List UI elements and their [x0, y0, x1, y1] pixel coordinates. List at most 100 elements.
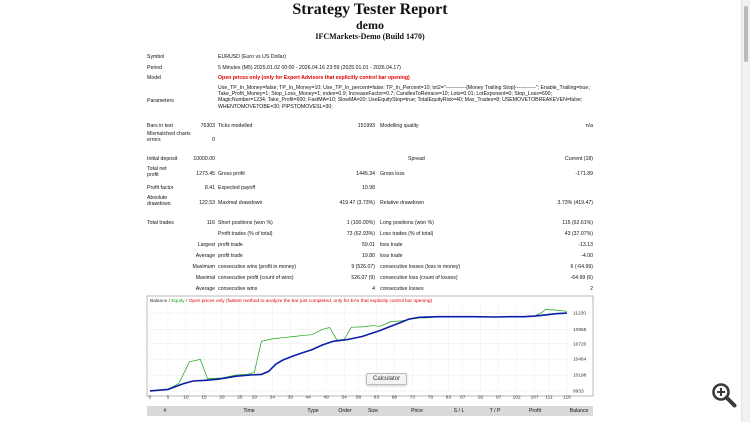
largest-loss-label: loss trade — [380, 242, 403, 248]
maximal-loss-label: consecutive loss (count of losses) — [380, 275, 458, 281]
symbol-value: EURUSD (Euro vs US Dollar) — [218, 54, 287, 60]
average-consecutive-label: Average — [195, 286, 215, 292]
maxdd-label: Maximal drawdown — [218, 200, 263, 206]
y-tick-label: 10720 — [573, 341, 587, 347]
maximal-loss-value: -64.99 (6) — [570, 275, 594, 281]
report-subtitle: demo — [356, 18, 384, 32]
ltrades-label: Loss trades (% of total) — [380, 231, 434, 237]
report-server: IFCMarkets-Demo (Build 1470) — [315, 32, 425, 41]
maximal-profit-value: 526.07 (9) — [351, 275, 375, 281]
reldd-label: Relative drawdown — [380, 200, 424, 206]
ltrades-value: 43 (37.07%) — [564, 231, 593, 237]
x-tick-label: 29 — [252, 395, 258, 401]
trades-label: Total trades — [147, 220, 174, 226]
average-label: Average — [195, 253, 215, 259]
period-value: 5 Minutes (M5) 2025.01.02 00:00 - 2026.0… — [218, 65, 401, 71]
chart-grid — [149, 305, 568, 392]
maxdd-value: 419.47 (3.73%) — [339, 200, 375, 206]
maximum-label: Maximum — [192, 264, 215, 270]
symbol-label: Symbol — [147, 54, 165, 60]
zoom-in-icon[interactable] — [710, 381, 738, 409]
absdd-value: 122.53 — [199, 200, 215, 206]
x-tick-label: 58 — [356, 395, 362, 401]
maximal-profit-label: consecutive profit (count of wins) — [218, 275, 294, 281]
max-wins-value: 9 (526.07) — [351, 264, 375, 270]
x-tick-label: 34 — [270, 395, 276, 401]
calculator-tooltip: Calculator — [366, 373, 408, 385]
x-tick-label: 49 — [323, 395, 329, 401]
x-tick-label: 39 — [288, 395, 294, 401]
y-tick-label: 11230 — [573, 311, 586, 317]
x-tick-label: 78 — [428, 395, 434, 401]
chart-legend: Balance / Equity / Open prices only (fas… — [150, 298, 433, 304]
col-sl[interactable]: S / L — [453, 408, 465, 414]
ptrades-value: 73 (62.93%) — [346, 231, 375, 237]
params-label: Parameters — [147, 98, 174, 104]
pf-label: Profit factor — [147, 185, 174, 191]
spread-label: Spread — [408, 156, 425, 162]
col-time[interactable]: Time — [243, 408, 255, 414]
x-tick-label: 111 — [545, 395, 553, 401]
payoff-value: 10.98 — [362, 185, 375, 191]
col-size[interactable]: Size — [367, 408, 379, 414]
period-label: Period — [147, 65, 162, 71]
chart-y-ticks: 11230 10955 10720 10464 10198 9933 — [573, 311, 587, 395]
mismatch-label: Mismatched charts errors — [147, 131, 191, 144]
params-value: Use_TP_In_Money=false; TP_In_Money=10; U… — [218, 85, 590, 110]
ticks-value: 151993 — [357, 123, 375, 129]
long-label: Long positions (won %) — [380, 220, 434, 226]
spread-value: Current (18) — [565, 156, 593, 162]
largest-profit-label: profit trade — [218, 242, 243, 248]
col-number[interactable]: # — [163, 408, 167, 414]
col-type[interactable]: Type — [307, 408, 319, 414]
col-order[interactable]: Order — [338, 408, 352, 414]
short-label: Short positions (won %) — [218, 220, 273, 226]
legend-equity: Equity — [171, 298, 185, 304]
quality-value: n/a — [585, 123, 593, 129]
scrollbar-thumb[interactable] — [744, 6, 748, 62]
reldd-value: 3.73% (419.47) — [557, 200, 593, 206]
deposit-label: Initial deposit — [147, 156, 178, 162]
col-tp[interactable]: T / P — [489, 408, 501, 414]
col-balance[interactable]: Balance — [569, 408, 589, 414]
y-tick-label: 10955 — [573, 327, 587, 333]
bars-value: 76303 — [200, 123, 215, 129]
avg-consec-wins-label: consecutive wins — [218, 286, 258, 292]
y-tick-label: 10464 — [573, 357, 587, 363]
average-loss-value: -4.00 — [581, 253, 593, 259]
chart-x-ticks: 0 5 10 15 20 25 29 34 39 44 49 54 58 63 68 73 78 83 87 92 97… — [149, 395, 571, 401]
x-tick-label: 15 — [201, 395, 207, 401]
grossloss-value: -171.89 — [575, 171, 593, 177]
x-tick-label: 44 — [306, 395, 312, 401]
col-price[interactable]: Price — [411, 408, 423, 414]
balance-series-line — [149, 312, 568, 392]
x-tick-label: 83 — [446, 395, 452, 401]
largest-label: Largest — [197, 242, 215, 248]
absdd-label: Absolute drawdown — [147, 195, 171, 208]
x-tick-label: 97 — [496, 395, 502, 401]
x-tick-label: 107 — [531, 395, 539, 401]
grossprofit-label: Gross profit — [218, 171, 245, 177]
avg-consec-losses-label: consecutive losses — [380, 286, 424, 292]
x-tick-label: 102 — [513, 395, 521, 401]
x-tick-label: 73 — [410, 395, 416, 401]
legend-note: Open prices only (fastest method to anal… — [189, 298, 433, 304]
netprofit-value: 1273.45 — [196, 171, 215, 177]
grossloss-label: Gross loss — [380, 171, 405, 177]
pf-value: 8.41 — [204, 185, 215, 191]
average-profit-label: profit trade — [218, 253, 243, 259]
vertical-scrollbar[interactable] — [741, 0, 750, 422]
x-tick-label: 116 — [563, 395, 571, 401]
mismatch-value: 0 — [212, 137, 215, 143]
x-tick-label: 54 — [341, 395, 347, 401]
avg-consec-losses-value: 2 — [590, 286, 593, 292]
x-tick-label: 10 — [183, 395, 189, 401]
model-label: Model — [147, 75, 162, 81]
average-profit-value: 19.80 — [362, 253, 375, 259]
avg-consec-wins-value: 4 — [372, 286, 375, 292]
col-profit[interactable]: Profit — [528, 408, 542, 414]
max-losses-label: consecutive losses (loss in money) — [380, 264, 461, 270]
x-tick-label: 87 — [460, 395, 466, 401]
deposit-value: 10000.00 — [193, 156, 215, 162]
trades-value: 116 — [206, 220, 215, 226]
